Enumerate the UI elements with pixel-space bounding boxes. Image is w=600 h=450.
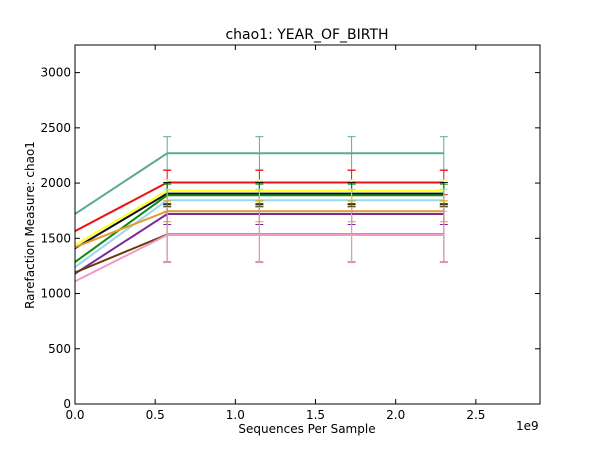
x-tick-label: 0.0 (65, 408, 84, 422)
series-line (74, 152, 444, 215)
x-tick-label: 0.5 (146, 408, 165, 422)
x-axis: 0.0 0.5 1.0 1.5 2.0 2.5 (65, 45, 485, 422)
x-axis-label: Sequences Per Sample (238, 422, 375, 436)
plot-frame (74, 44, 541, 405)
x-tick-label: 2.5 (466, 408, 485, 422)
y-tick-label: 1500 (40, 231, 71, 245)
y-tick-label: 3000 (40, 66, 71, 80)
y-tick-label: 2500 (40, 121, 71, 135)
y-tick-label: 1000 (40, 287, 71, 301)
y-tick-label: 0 (63, 397, 71, 411)
x-tick-label: 1.5 (306, 408, 325, 422)
series-0 (74, 136, 448, 215)
series-9 (74, 206, 448, 283)
y-tick-label: 2000 (40, 176, 71, 190)
series-line (74, 233, 444, 283)
x-tick-label: 2.0 (386, 408, 405, 422)
series-layer (74, 136, 448, 283)
x-tick-label: 1.0 (226, 408, 245, 422)
y-tick-label: 500 (48, 342, 71, 356)
chart-title: chao1: YEAR_OF_BIRTH (225, 27, 388, 43)
y-axis: 0 500 1000 1500 2000 2500 3000 (40, 66, 540, 411)
y-axis-label: Rarefaction Measure: chao1 (23, 141, 37, 309)
x-multiplier-label: 1e9 (516, 419, 539, 433)
